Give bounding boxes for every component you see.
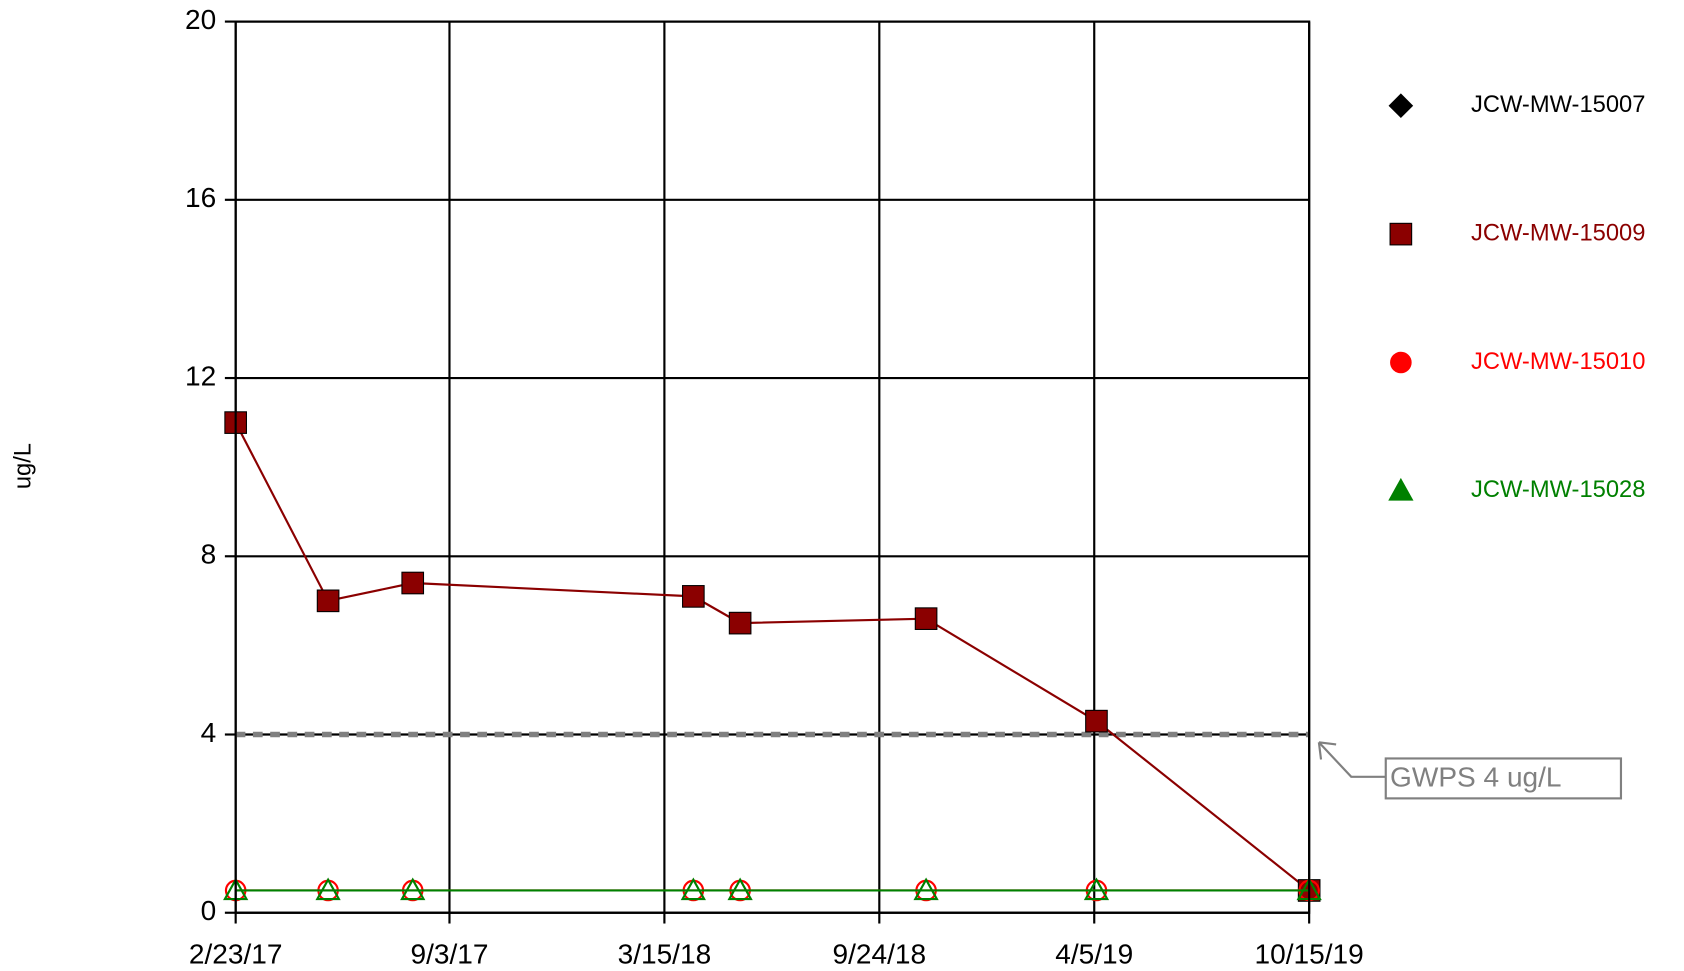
legend-label: JCW-MW-15007 [1471, 92, 1645, 118]
marker [316, 589, 340, 613]
x-tick-label: 9/24/18 [833, 938, 927, 969]
marker [1390, 351, 1412, 374]
plot-frame [234, 20, 1311, 914]
x-tick-label: 2/23/17 [189, 938, 283, 969]
y-axis-label: ug/L [10, 443, 36, 489]
marker [728, 611, 752, 635]
legend-label: JCW-MW-15028 [1471, 477, 1645, 503]
x-tick-label: 9/3/17 [410, 938, 488, 969]
marker [913, 877, 939, 901]
marker [727, 877, 753, 901]
y-tick-label: 0 [201, 895, 217, 926]
marker [400, 877, 426, 901]
y-tick-label: 16 [185, 182, 216, 213]
legend: JCW-MW-15007 JCW-MW-15009 JCW-MW-15010 JCW-… [1388, 92, 1645, 503]
y-tick-label: 8 [201, 539, 217, 570]
series-line [234, 422, 1310, 892]
marker [680, 877, 706, 901]
y-tick-label: 12 [185, 360, 216, 391]
marker [1388, 477, 1414, 501]
marker [1085, 709, 1108, 733]
marker [914, 607, 938, 630]
y-tick-label: 20 [185, 4, 216, 35]
marker [401, 571, 425, 595]
marker [315, 877, 341, 901]
annotation-arrow [1317, 741, 1386, 778]
annotation-text: GWPS 4 ug/L [1390, 761, 1561, 792]
annotation-box [1384, 757, 1623, 800]
x-tick-label: 10/15/19 [1255, 938, 1364, 969]
marker [1388, 93, 1414, 119]
x-tick-label: 4/5/19 [1055, 938, 1133, 969]
legend-label: JCW-MW-15009 [1471, 220, 1645, 246]
y-tick-label: 4 [201, 717, 217, 748]
marker [1083, 877, 1110, 901]
x-tick-label: 3/15/18 [618, 938, 712, 969]
marker [1389, 222, 1413, 246]
legend-label: JCW-MW-15010 [1471, 349, 1645, 375]
marker [682, 585, 705, 608]
